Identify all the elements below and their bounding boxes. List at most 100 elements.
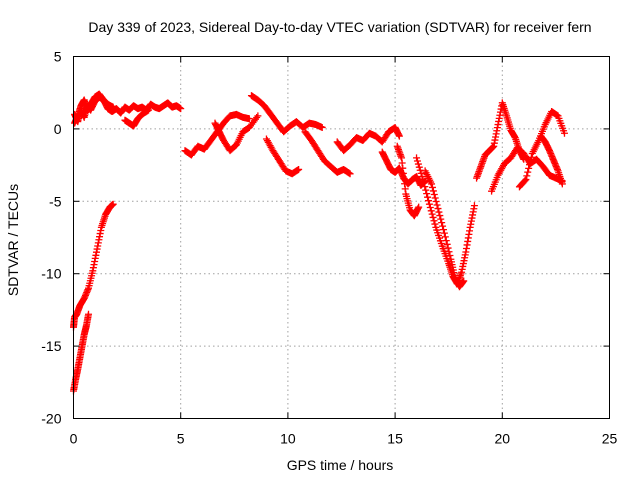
data-point — [109, 103, 117, 111]
x-tick-label: 10 — [280, 431, 296, 447]
data-point — [430, 190, 438, 198]
data-point — [429, 213, 437, 221]
data-point — [436, 212, 444, 220]
x-tick-label: 25 — [602, 431, 618, 447]
data-point — [526, 157, 534, 165]
data-point — [414, 160, 422, 168]
data-point — [525, 164, 533, 172]
data-point — [522, 176, 530, 184]
series-s2 — [71, 90, 117, 127]
data-point — [424, 193, 432, 201]
data-point — [413, 157, 421, 165]
series-s14 — [413, 154, 478, 288]
data-point — [558, 180, 566, 188]
data-point — [527, 153, 535, 161]
data-point — [439, 226, 447, 234]
data-point — [109, 200, 117, 208]
data-point — [428, 183, 436, 191]
data-point — [435, 208, 443, 216]
y-tick-label: -20 — [41, 411, 61, 427]
chart-title: Day 339 of 2023, Sidereal Day-to-day VTE… — [88, 19, 591, 35]
data-point — [431, 220, 439, 228]
data-point — [440, 229, 448, 237]
series-s17 — [488, 144, 566, 195]
data-point — [245, 115, 253, 123]
series-s10 — [301, 128, 354, 178]
data-point — [421, 183, 429, 191]
data-points — [70, 90, 568, 395]
axis-ticks — [73, 56, 610, 419]
x-tick-label: 20 — [495, 431, 511, 447]
data-point — [431, 194, 439, 202]
data-point — [424, 197, 432, 205]
series-s11 — [333, 123, 403, 155]
data-point — [470, 202, 478, 210]
data-point — [439, 222, 447, 230]
data-point — [444, 244, 452, 252]
data-point — [521, 177, 529, 185]
y-tick-label: 5 — [54, 49, 62, 65]
data-point — [415, 163, 423, 171]
data-point — [395, 132, 403, 140]
data-point — [437, 215, 445, 223]
series-s3 — [121, 106, 153, 130]
data-point — [419, 176, 427, 184]
data-point — [415, 203, 423, 211]
y-tick-labels: 5 0 -5 -10 -15 -20 — [41, 49, 61, 427]
series-s13 — [393, 142, 423, 220]
data-point — [526, 161, 534, 169]
x-axis-label: GPS time / hours — [287, 457, 394, 473]
data-point — [438, 219, 446, 227]
data-point — [428, 180, 436, 188]
x-tick-labels: 0 5 10 15 20 25 — [70, 431, 618, 447]
data-point — [430, 217, 438, 225]
data-point — [422, 186, 430, 194]
data-point — [524, 168, 532, 176]
data-point — [318, 123, 326, 131]
data-point — [85, 310, 93, 318]
data-point — [442, 237, 450, 245]
y-axis-label: SDTVAR / TECUs — [5, 184, 21, 296]
data-point — [423, 190, 431, 198]
data-point — [446, 251, 454, 259]
series-s6 — [181, 110, 253, 159]
series-s9 — [262, 135, 303, 178]
plot-frame — [73, 56, 610, 419]
grid-lines — [73, 56, 610, 419]
data-point — [460, 277, 468, 285]
data-point — [560, 129, 568, 137]
x-tick-label: 15 — [387, 431, 403, 447]
data-point — [413, 154, 421, 162]
data-point — [253, 114, 261, 122]
series-s5 — [70, 310, 93, 395]
data-point — [429, 187, 437, 195]
data-point — [145, 106, 153, 114]
series-s4 — [70, 200, 117, 331]
data-point — [420, 179, 428, 187]
data-point — [523, 172, 531, 180]
data-point — [295, 165, 303, 173]
data-point — [432, 198, 440, 206]
data-point — [443, 240, 451, 248]
data-point — [426, 204, 434, 212]
data-point — [254, 112, 262, 120]
x-tick-label: 0 — [70, 431, 78, 447]
series-s19 — [537, 132, 566, 188]
series-s18 — [515, 108, 568, 191]
data-point — [434, 205, 442, 213]
x-tick-label: 5 — [177, 431, 185, 447]
y-tick-label: -10 — [41, 266, 61, 282]
series-s15 — [421, 167, 468, 291]
data-point — [428, 210, 436, 218]
data-point — [425, 200, 433, 208]
y-tick-label: -15 — [41, 338, 61, 354]
data-point — [346, 170, 354, 178]
data-point — [427, 207, 435, 215]
y-tick-label: -5 — [49, 193, 62, 209]
series-s7 — [211, 112, 262, 155]
data-point — [177, 105, 185, 113]
data-point — [445, 248, 453, 256]
series-s8 — [247, 92, 326, 136]
data-point — [433, 201, 441, 209]
